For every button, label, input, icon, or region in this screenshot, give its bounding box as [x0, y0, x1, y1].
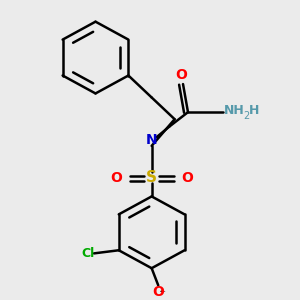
- Text: H: H: [248, 104, 259, 117]
- Text: NH: NH: [224, 104, 245, 117]
- Text: O: O: [110, 171, 122, 185]
- Text: O: O: [181, 171, 193, 185]
- Text: N: N: [146, 133, 158, 147]
- Text: O: O: [152, 285, 164, 298]
- Text: O: O: [176, 68, 187, 82]
- Text: Cl: Cl: [81, 247, 95, 260]
- Text: S: S: [146, 170, 157, 185]
- Text: 2: 2: [243, 111, 249, 121]
